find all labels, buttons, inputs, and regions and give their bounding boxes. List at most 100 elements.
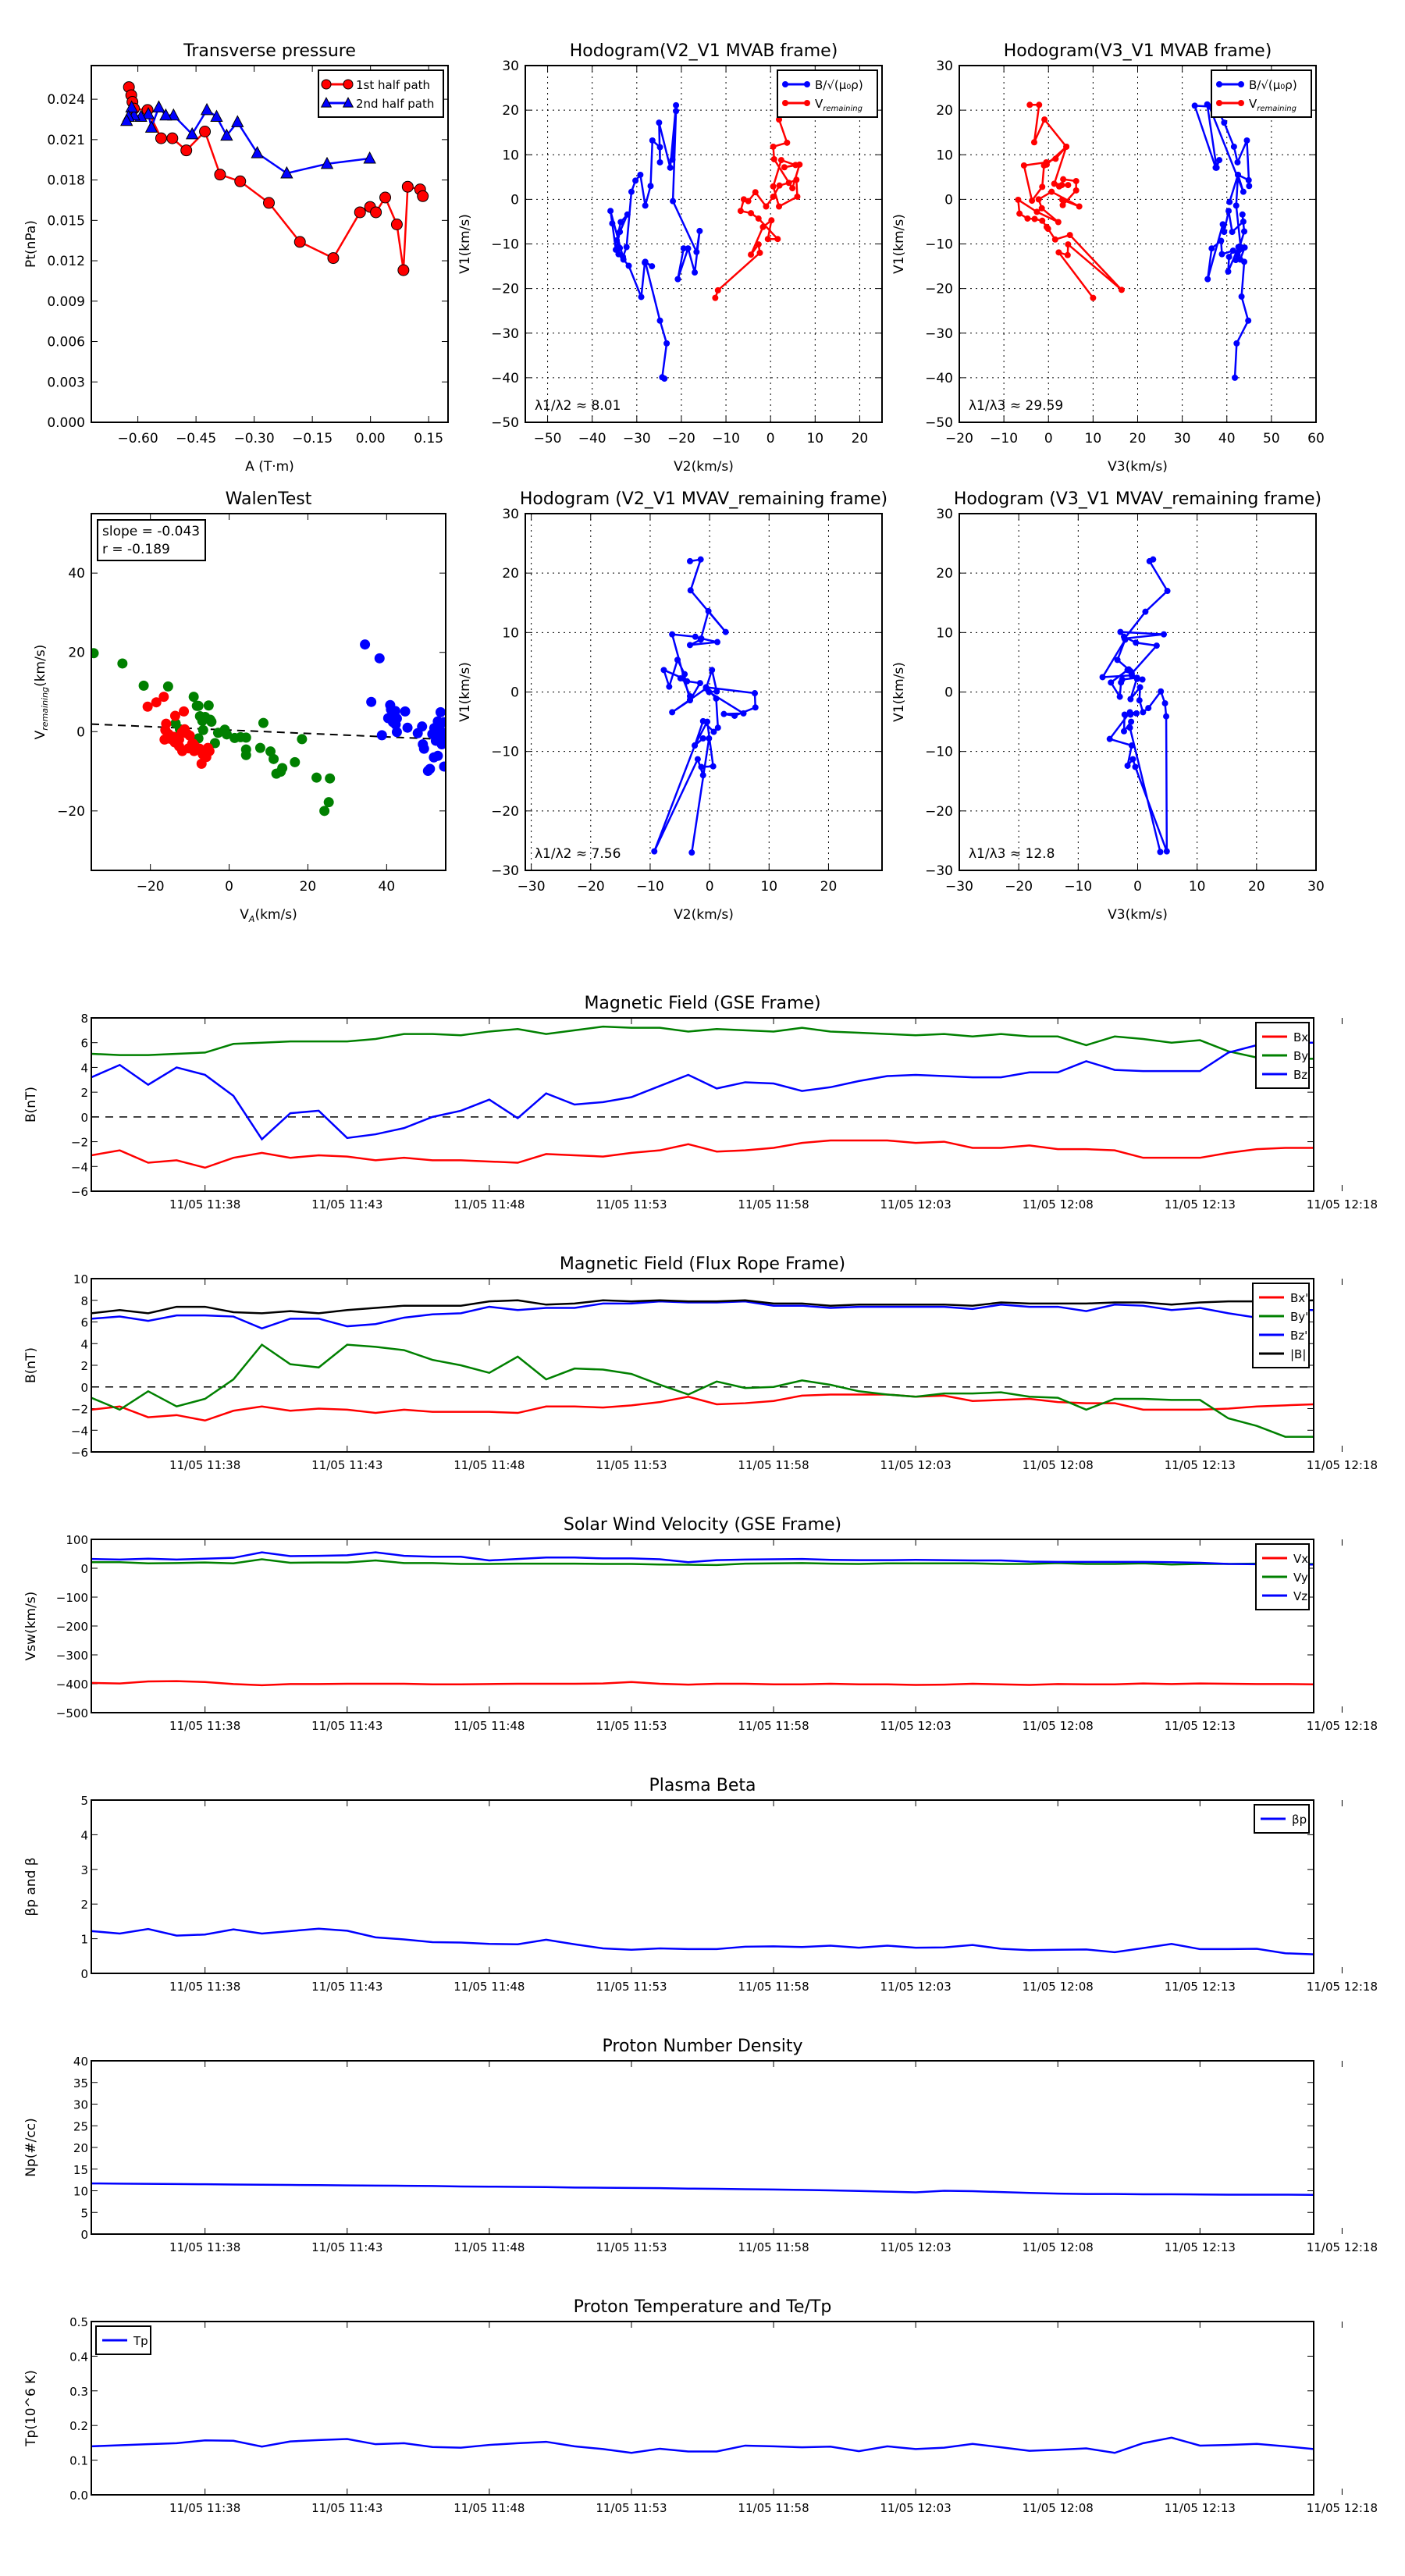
data-point xyxy=(435,706,446,717)
data-point xyxy=(376,730,387,741)
data-point xyxy=(1218,251,1225,258)
y-tick-label: −30 xyxy=(491,326,519,342)
axes-frame xyxy=(959,513,1317,871)
x-tick-label: 20 xyxy=(1248,879,1265,895)
x-tick-label: −0.30 xyxy=(234,431,275,447)
y-tick-label: 15 xyxy=(73,2163,88,2177)
data-point xyxy=(321,79,332,90)
plot-area xyxy=(91,2322,1314,2495)
data-point xyxy=(770,193,777,200)
data-point xyxy=(686,642,693,649)
x-tick-label: 20 xyxy=(852,431,869,447)
data-point xyxy=(609,220,616,227)
series-line-by xyxy=(91,1343,1314,1438)
y-tick-label: −6 xyxy=(71,1446,88,1460)
data-point xyxy=(776,116,783,123)
y-tick-label: 0.021 xyxy=(47,133,85,148)
eigenvalue-ratio: λ1/λ2 ≈ 7.56 xyxy=(535,846,621,862)
series-1st-half-path xyxy=(123,81,429,276)
x-tick-label: −20 xyxy=(137,879,165,895)
y-tick-label: 35 xyxy=(73,2076,88,2090)
data-point xyxy=(663,340,670,347)
data-point xyxy=(642,259,649,266)
data-point xyxy=(320,97,333,108)
data-point xyxy=(680,245,687,252)
data-point xyxy=(117,658,128,669)
plot-content xyxy=(91,2436,1314,2454)
y-axis-label: V1(km/s) xyxy=(891,214,907,274)
legend-label-s0: Tp xyxy=(133,2334,148,2348)
x-tick-label: 20 xyxy=(300,879,317,895)
x-tick-label: 11/05 11:38 xyxy=(169,2240,240,2254)
y-tick-label: 0.4 xyxy=(69,2350,88,2364)
y-tick-label: 20 xyxy=(73,2141,88,2155)
data-point xyxy=(699,735,706,742)
data-point xyxy=(692,269,699,276)
data-point xyxy=(1048,188,1055,195)
legend-marker xyxy=(782,100,788,106)
x-tick-label: 50 xyxy=(1263,431,1280,447)
y-tick-label: −30 xyxy=(925,863,953,879)
data-point xyxy=(1064,251,1071,258)
series-green xyxy=(91,648,336,817)
y-tick-label: −20 xyxy=(57,804,85,820)
x-tick-label: 11/05 12:03 xyxy=(880,1197,951,1212)
data-point xyxy=(1150,556,1157,563)
axes-frame xyxy=(525,513,883,871)
plot-area xyxy=(91,1800,1314,1973)
legend-frame xyxy=(777,69,878,118)
data-point xyxy=(1066,232,1073,239)
legend: βp xyxy=(1254,1804,1310,1834)
x-tick-label: 11/05 11:53 xyxy=(596,2240,667,2254)
data-point xyxy=(1136,697,1143,704)
data-point xyxy=(436,739,446,750)
data-point xyxy=(1055,183,1062,190)
data-point xyxy=(1059,201,1066,208)
y-axis-label: V1(km/s) xyxy=(457,214,473,274)
y-axis-label: Vremaining(km/s) xyxy=(33,645,50,740)
data-point xyxy=(432,750,443,761)
data-point xyxy=(1235,171,1242,178)
plot-content xyxy=(91,1927,1314,1955)
data-point xyxy=(1225,254,1232,261)
y-tick-label: −10 xyxy=(925,745,953,760)
data-point xyxy=(151,697,162,708)
data-point xyxy=(1142,608,1149,615)
y-tick-label: −10 xyxy=(491,237,519,253)
data-point xyxy=(623,244,630,251)
data-point xyxy=(1052,155,1059,162)
data-point xyxy=(1133,675,1140,682)
axes-frame xyxy=(91,2060,1314,2235)
data-point xyxy=(692,633,699,640)
data-point xyxy=(91,648,99,659)
slope-value: slope = -0.043 xyxy=(102,524,200,539)
x-tick-label: 0 xyxy=(1133,879,1142,895)
data-point xyxy=(1164,588,1171,595)
data-point xyxy=(412,728,423,738)
plot-area xyxy=(959,514,1316,870)
plot-content xyxy=(1099,556,1171,856)
legend-label-s3: |B| xyxy=(1290,1347,1306,1361)
x-tick-label: 20 xyxy=(1129,431,1147,447)
y-tick-label: −300 xyxy=(56,1649,88,1663)
chart-proton-number-density: 11/05 11:38 11/05 11:43 11/05 11:48 11/05 1… xyxy=(23,2037,1378,2254)
data-point xyxy=(637,171,644,178)
x-tick-label: −0.45 xyxy=(176,431,216,447)
y-tick-label: 20 xyxy=(936,566,953,582)
data-point xyxy=(269,753,279,764)
data-point xyxy=(354,206,366,219)
data-point xyxy=(370,206,382,219)
chart-hodogram-v3v1-mvab: −20 −10 0 10 20 30 40 50 60 −50 −40 −30 −20 −10 0 10 20 3… xyxy=(891,41,1325,475)
y-tick-label: −40 xyxy=(925,371,953,386)
data-point xyxy=(320,156,334,169)
x-tick-label: 11/05 12:18 xyxy=(1307,2240,1378,2254)
data-point xyxy=(193,700,204,711)
chart-title: Proton Temperature and Te/Tp xyxy=(574,2297,832,2317)
data-point xyxy=(425,763,436,774)
data-point xyxy=(649,137,656,144)
axes-frame xyxy=(91,513,446,871)
data-point xyxy=(674,656,681,664)
y-axis-label: Vsw(km/s) xyxy=(23,1592,39,1661)
data-point xyxy=(1128,670,1135,677)
